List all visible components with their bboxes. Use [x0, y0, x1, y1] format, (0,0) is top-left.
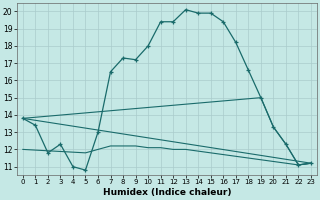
X-axis label: Humidex (Indice chaleur): Humidex (Indice chaleur) [103, 188, 231, 197]
